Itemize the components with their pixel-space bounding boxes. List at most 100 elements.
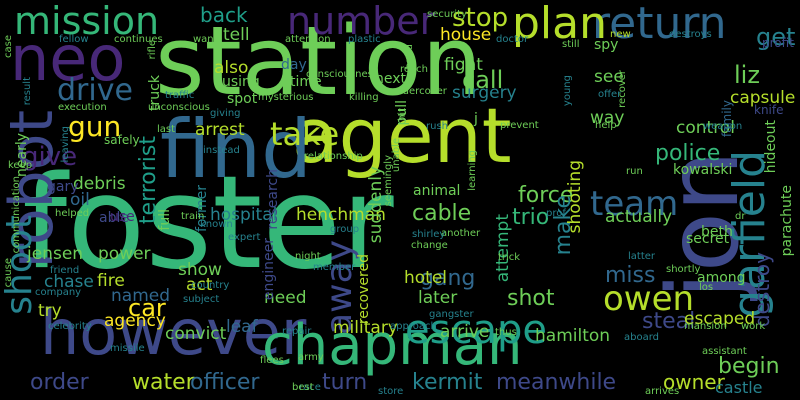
word: use [110,209,135,225]
word: doctor [496,34,529,45]
word: parachute [779,185,795,257]
word: attention [285,34,331,45]
word: safely [104,133,140,147]
word: kermit [412,370,483,395]
word: new [610,29,631,40]
word: also [214,58,249,78]
word: using [222,74,260,90]
word: instead [203,145,240,156]
word: mysterious [258,92,314,103]
word: time [290,74,322,90]
word: police [655,141,721,166]
word: neo [10,22,126,95]
word: oil [70,190,90,210]
word: hamilton [535,326,611,346]
word: gang [420,266,476,291]
word: unable [391,138,402,173]
word: take [270,115,340,153]
word: consciousness [306,69,379,80]
word: army [298,352,324,363]
word: group [330,224,360,235]
word: attempt [493,214,513,283]
word: control [676,118,735,138]
word: destroy [750,252,774,328]
word: j [474,111,478,127]
word: actually [605,207,673,227]
word: engineer [261,238,277,301]
word: undercover [390,86,447,97]
word: work [741,321,766,332]
word: security [427,9,467,20]
word: case [3,35,14,58]
word: aboard [624,332,660,343]
word: house [440,25,492,45]
word: fellow [59,34,89,45]
word: trick [498,252,521,263]
word: night [295,251,321,262]
word: profit [762,36,794,50]
word: recovered [356,254,372,325]
word: however [40,296,307,369]
word: need [264,288,307,308]
word: result [22,77,33,106]
word: owen [603,279,695,319]
word: day [281,57,307,73]
word: drive [57,73,133,108]
word: hand [404,44,415,70]
word: hotel [404,268,448,288]
word: member [313,262,356,273]
word: hit [397,108,408,122]
word: traffic [165,90,195,101]
word: team [590,184,679,224]
word: flees [260,355,284,366]
word: run [626,166,643,177]
word: helped [55,208,90,219]
word: destroys [669,29,712,40]
word: hideout [763,120,779,174]
word: find [160,103,312,196]
word: assistant [702,346,747,357]
word: expert [228,232,261,243]
word: recover [617,70,628,108]
word: see [594,67,624,87]
word: knife [754,103,784,117]
word: chase [44,272,94,292]
word: mission [14,0,160,43]
word: celebrity [48,321,92,332]
word: beth [701,224,733,240]
word: named [111,286,171,306]
word: call [462,66,504,94]
word: offer [598,89,622,100]
word: best [292,382,314,393]
word: stop [452,3,509,33]
word: plastic [348,34,381,45]
word: convict [165,324,227,344]
word: prevent [500,120,539,131]
word: leaving [60,126,71,163]
word: castle [715,378,763,397]
word: fight [444,55,483,75]
word: cause [3,258,14,288]
word: get [756,23,796,51]
word: force [518,183,574,208]
word: continues [114,34,163,45]
word: killing [349,92,379,103]
word: known [200,219,233,230]
word: debris [73,174,126,194]
word: shot [507,286,555,311]
word: number [287,0,436,43]
word: shooting [565,160,585,234]
word: jensen [27,244,84,264]
word: keep [8,160,33,171]
word: animal [413,183,461,199]
word: show [178,260,222,280]
word: still [562,39,580,50]
word: surgery [452,83,517,103]
word: unconscious [148,102,210,113]
word: later [418,288,458,308]
word: henchman [296,205,386,225]
word: giving [210,108,241,119]
word: shortly [666,264,701,275]
word: escaped [684,309,756,329]
